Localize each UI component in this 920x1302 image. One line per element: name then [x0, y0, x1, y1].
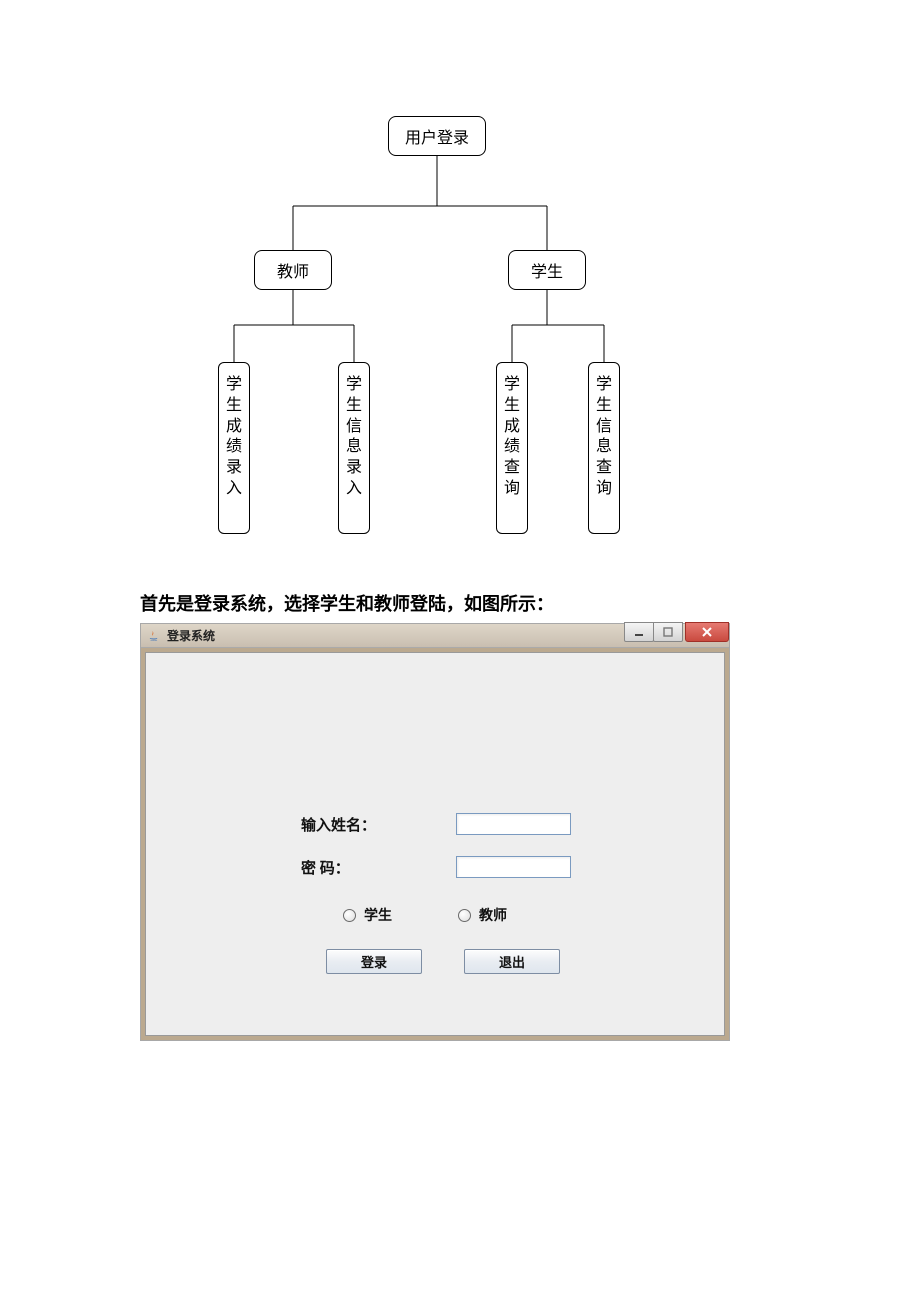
- name-input[interactable]: [456, 813, 571, 835]
- login-window: 登录系统 输入姓名： 密 码： 学生: [140, 623, 730, 1041]
- caption-text: 首先是登录系统，选择学生和教师登陆，如图所示：: [140, 590, 554, 616]
- exit-button-label: 退出: [499, 952, 525, 971]
- tree-leaf-t2: 学生信息录入: [338, 362, 370, 534]
- radio-student-circle[interactable]: [343, 909, 356, 922]
- password-label: 密 码：: [301, 857, 401, 878]
- tree-node-teacher-label: 教师: [277, 258, 309, 282]
- name-row: 输入姓名：: [301, 813, 571, 835]
- radio-student-label: 学生: [364, 905, 392, 925]
- name-label: 输入姓名：: [301, 814, 401, 835]
- button-row: 登录 退出: [326, 949, 560, 974]
- tree-leaf-s2: 学生信息查询: [588, 362, 620, 534]
- tree-node-student-label: 学生: [531, 258, 563, 282]
- radio-teacher-row[interactable]: 教师: [458, 905, 507, 925]
- login-panel: 输入姓名： 密 码： 学生 教师 登录 退出: [145, 652, 725, 1036]
- tree-leaf-t1: 学生成绩录入: [218, 362, 250, 534]
- tree-node-student: 学生: [508, 250, 586, 290]
- window-title: 登录系统: [167, 627, 215, 644]
- password-row: 密 码：: [301, 856, 571, 878]
- window-body: 输入姓名： 密 码： 学生 教师 登录 退出: [141, 648, 729, 1040]
- radio-teacher-circle[interactable]: [458, 909, 471, 922]
- minimize-button[interactable]: [624, 622, 654, 642]
- tree-node-root: 用户登录: [388, 116, 486, 156]
- window-controls: [624, 622, 729, 642]
- radio-teacher-label: 教师: [479, 905, 507, 925]
- tree-edges-svg: [0, 110, 920, 550]
- close-button[interactable]: [685, 622, 729, 642]
- password-input[interactable]: [456, 856, 571, 878]
- tree-node-teacher: 教师: [254, 250, 332, 290]
- java-icon: [147, 629, 161, 643]
- login-button-label: 登录: [361, 952, 387, 971]
- exit-button[interactable]: 退出: [464, 949, 560, 974]
- titlebar[interactable]: 登录系统: [141, 624, 729, 648]
- tree-node-root-label: 用户登录: [405, 124, 469, 148]
- radio-student-row[interactable]: 学生: [343, 905, 392, 925]
- tree-leaf-s1: 学生成绩查询: [496, 362, 528, 534]
- login-button[interactable]: 登录: [326, 949, 422, 974]
- maximize-button[interactable]: [653, 622, 683, 642]
